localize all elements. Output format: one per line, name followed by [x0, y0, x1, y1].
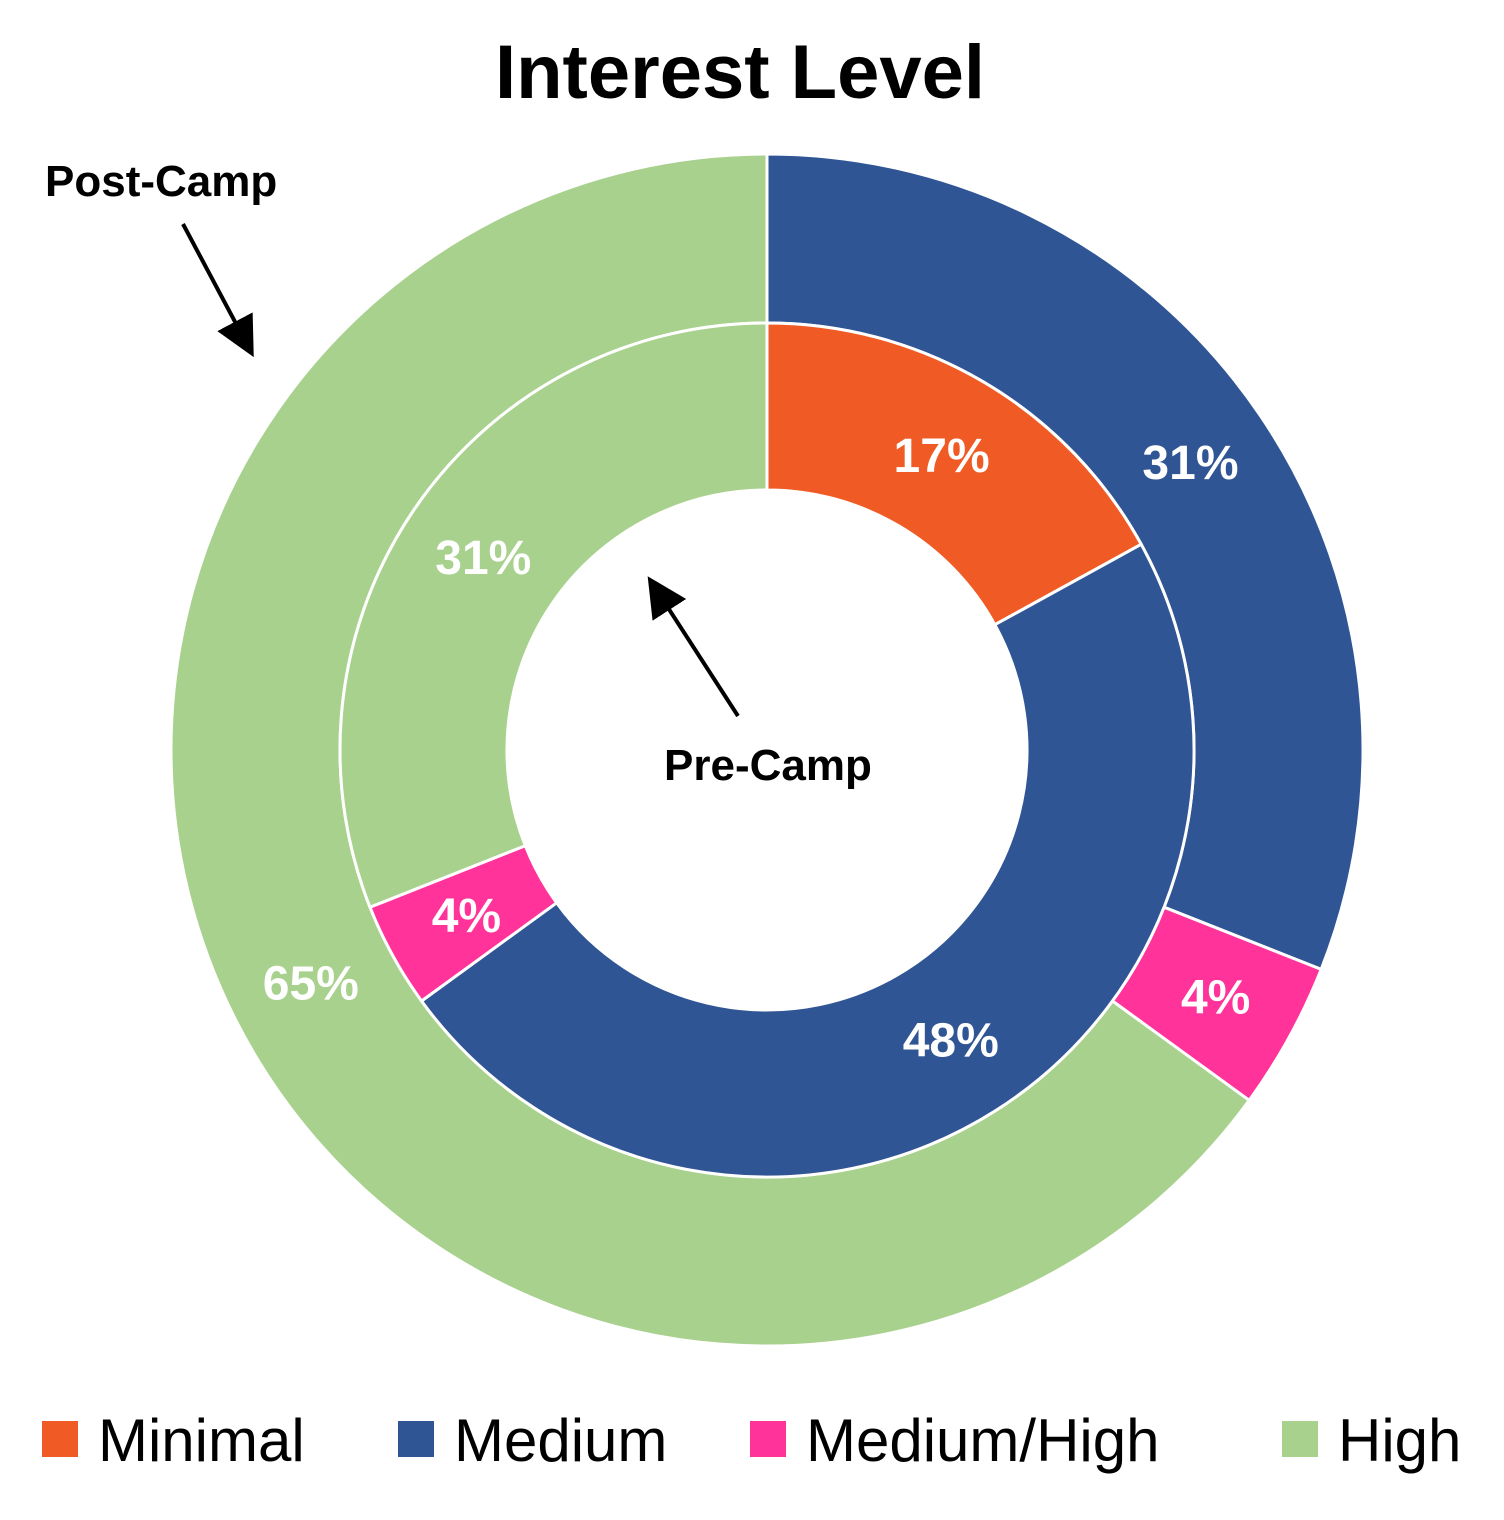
legend: Minimal Medium Medium/High High — [42, 1407, 1461, 1474]
legend-item-high: High — [1282, 1407, 1461, 1474]
legend-swatch-minimal — [42, 1421, 78, 1457]
pre-camp-ring — [338, 321, 1196, 1179]
legend-swatch-medium-high — [750, 1421, 786, 1457]
legend-label-high: High — [1338, 1407, 1461, 1474]
pre-camp-label-minimal: 17% — [894, 430, 990, 483]
legend-label-medium: Medium — [454, 1407, 667, 1474]
legend-swatch-medium — [398, 1421, 434, 1457]
data-labels: 17% 48% 4% 31% 31% 4% 65% — [263, 430, 1251, 1068]
pre-camp-slice-medium — [419, 542, 1196, 1179]
chart-title: Interest Level — [495, 30, 985, 115]
pre-camp-label-medium: 48% — [903, 1015, 999, 1068]
pre-camp-label: Pre-Camp — [664, 741, 872, 790]
legend-swatch-high — [1282, 1421, 1318, 1457]
post-camp-label-medium-high: 4% — [1181, 972, 1250, 1025]
legend-item-medium-high: Medium/High — [750, 1407, 1159, 1474]
pre-camp-slice-high — [338, 321, 769, 910]
legend-label-minimal: Minimal — [98, 1407, 305, 1474]
legend-label-medium-high: Medium/High — [806, 1407, 1159, 1474]
post-camp-label: Post-Camp — [45, 157, 277, 206]
legend-item-minimal: Minimal — [42, 1407, 305, 1474]
legend-item-medium: Medium — [398, 1407, 667, 1474]
pre-camp-arrow — [647, 576, 740, 718]
pre-camp-label-medium-high: 4% — [432, 890, 501, 943]
post-camp-label-high: 65% — [263, 957, 359, 1010]
pre-camp-label-high: 31% — [435, 532, 531, 585]
post-camp-label-medium: 31% — [1142, 437, 1238, 490]
pre-camp-slice-minimal — [765, 321, 1144, 627]
post-camp-arrow — [181, 223, 254, 358]
